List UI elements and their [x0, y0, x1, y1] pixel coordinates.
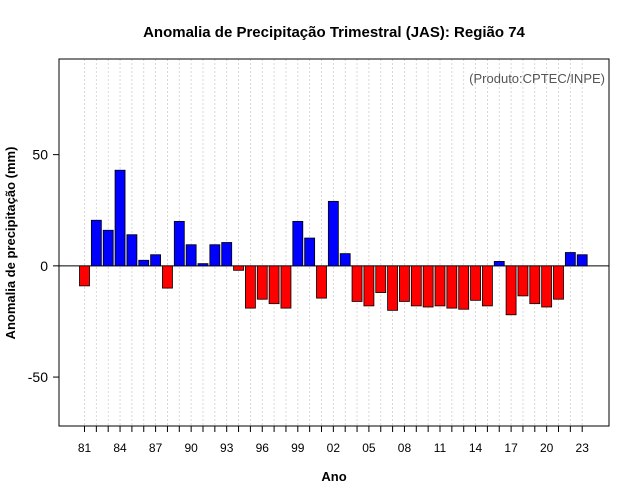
x-tick-label: 23: [576, 441, 590, 455]
bar-2003: [339, 253, 351, 267]
bar-1997: [268, 265, 280, 305]
bar-2014: [470, 265, 481, 301]
x-tick-label: 02: [327, 441, 341, 455]
bar-1990: [185, 244, 197, 267]
bar-2005: [363, 265, 375, 307]
bar-2011: [434, 265, 446, 307]
plot-frame: [58, 58, 610, 427]
bar-1985: [126, 234, 138, 267]
y-axis: -50 0 50: [28, 147, 59, 385]
x-tick-label: 81: [78, 441, 92, 455]
x-tick-label: 17: [504, 441, 518, 455]
y-tick-label: 50: [32, 147, 48, 163]
bar-2016: [493, 261, 505, 267]
x-tick-label: 99: [291, 441, 305, 455]
x-axis-label: Ano: [321, 469, 346, 484]
x-tick-label: 87: [149, 441, 163, 455]
bar-2021: [553, 265, 564, 300]
bar-1998: [280, 265, 292, 309]
x-tick-label: 05: [362, 441, 376, 455]
bars: [79, 169, 588, 316]
bar-2010: [422, 265, 434, 308]
bar-2007: [387, 265, 399, 311]
bar-2019: [529, 265, 541, 305]
bar-2000: [304, 237, 316, 267]
bar-1983: [102, 229, 114, 267]
bar-1988: [162, 265, 173, 289]
bar-1995: [244, 265, 256, 309]
grid: [84, 59, 583, 426]
x-tick-label: 93: [220, 441, 234, 455]
bar-2004: [351, 265, 363, 302]
x-tick-label: 08: [398, 441, 412, 455]
x-axis: 81 84 87 90 93 96 99 02 05 08 11 14 17 20 23: [78, 426, 589, 455]
bar-2001: [316, 265, 327, 299]
bar-1991: [197, 263, 209, 267]
bar-2020: [541, 265, 553, 308]
bar-2023: [576, 254, 588, 267]
bar-2017: [505, 265, 517, 316]
bar-1996: [256, 265, 268, 300]
bar-1992: [209, 244, 221, 267]
x-tick-label: 84: [113, 441, 127, 455]
bar-1989: [173, 220, 185, 267]
chart-title: Anomalia de Precipitação Trimestral (JAS…: [143, 24, 525, 41]
bar-1986: [138, 259, 150, 267]
bar-2009: [410, 265, 422, 307]
bar-1982: [90, 219, 102, 267]
y-tick-label: 0: [40, 258, 48, 274]
x-tick-label: 96: [256, 441, 270, 455]
bar-1994: [233, 265, 244, 271]
x-tick-label: 90: [184, 441, 198, 455]
x-tick-label: 14: [469, 441, 483, 455]
x-tick-label: 11: [434, 441, 447, 455]
bar-1999: [292, 220, 304, 267]
bar-2006: [375, 265, 387, 293]
bar-2022: [564, 252, 576, 267]
bar-2008: [399, 265, 410, 302]
x-tick-label: 20: [540, 441, 554, 455]
bar-1984: [114, 169, 126, 267]
bar-2002: [327, 200, 339, 267]
credit-label: (Produto:CPTEC/INPE): [469, 71, 605, 86]
bar-2015: [481, 265, 493, 307]
bar-2018: [517, 265, 529, 297]
bar-1993: [221, 242, 233, 267]
bar-2013: [458, 265, 470, 310]
bar-1981: [79, 265, 90, 287]
bar-2012: [446, 265, 458, 309]
bar-1987: [150, 254, 162, 267]
y-axis-label: Anomalia de precipitação (mm): [3, 147, 18, 340]
y-tick-label: -50: [28, 369, 48, 385]
